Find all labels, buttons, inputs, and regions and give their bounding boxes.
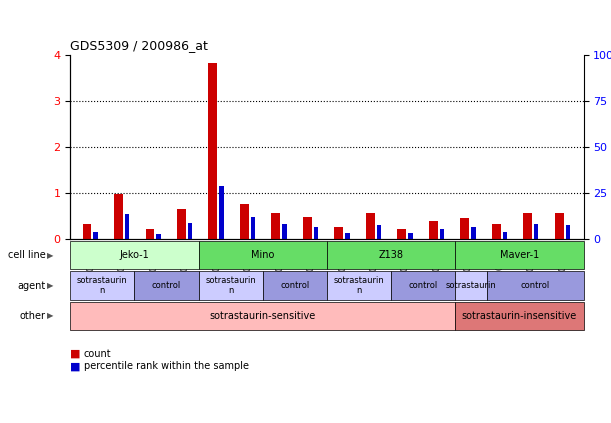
Text: Jeko-1: Jeko-1 [120,250,149,260]
Bar [334,228,343,239]
Bar [156,234,161,239]
Bar [271,213,280,239]
Text: sotrastaurin
n: sotrastaurin n [334,276,384,295]
Text: control: control [280,281,309,290]
Bar [313,227,318,239]
Bar [303,217,312,239]
Bar [503,232,507,239]
Bar [251,217,255,239]
Bar [82,224,92,239]
Text: count: count [84,349,111,359]
Text: other: other [20,311,46,321]
Bar [240,204,249,239]
Bar [345,233,349,239]
Text: sotrastaurin
n: sotrastaurin n [205,276,256,295]
Text: ■: ■ [70,361,81,371]
Text: ▶: ▶ [47,250,54,260]
Text: agent: agent [18,280,46,291]
Text: control: control [409,281,437,290]
Bar [471,227,475,239]
Text: sotrastaurin-insensitive: sotrastaurin-insensitive [462,311,577,321]
Bar [366,213,375,239]
Bar [177,209,186,239]
Bar [219,186,224,239]
Bar [282,224,287,239]
Bar [439,229,444,239]
Text: Maver-1: Maver-1 [500,250,539,260]
Text: cell line: cell line [8,250,46,260]
Text: sotrastaurin: sotrastaurin [446,281,497,290]
Bar [114,195,123,239]
Text: sotrastaurin
n: sotrastaurin n [77,276,128,295]
Bar [125,214,129,239]
Bar [93,232,98,239]
Bar [566,225,570,239]
Text: GDS5309 / 200986_at: GDS5309 / 200986_at [70,39,208,52]
Bar [188,223,192,239]
Text: ▶: ▶ [47,311,54,321]
Text: ▶: ▶ [47,281,54,290]
Bar [376,225,381,239]
Bar [397,229,406,239]
Bar [408,233,412,239]
Bar [429,221,437,239]
Bar [208,63,218,239]
Text: control: control [521,281,550,290]
Text: sotrastaurin-sensitive: sotrastaurin-sensitive [210,311,316,321]
Bar [524,213,532,239]
Bar [145,229,155,239]
Text: Mino: Mino [251,250,274,260]
Text: percentile rank within the sample: percentile rank within the sample [84,361,249,371]
Bar [534,224,538,239]
Text: control: control [152,281,181,290]
Bar [461,218,469,239]
Text: ■: ■ [70,349,81,359]
Bar [492,224,500,239]
Bar [555,213,564,239]
Text: Z138: Z138 [379,250,403,260]
